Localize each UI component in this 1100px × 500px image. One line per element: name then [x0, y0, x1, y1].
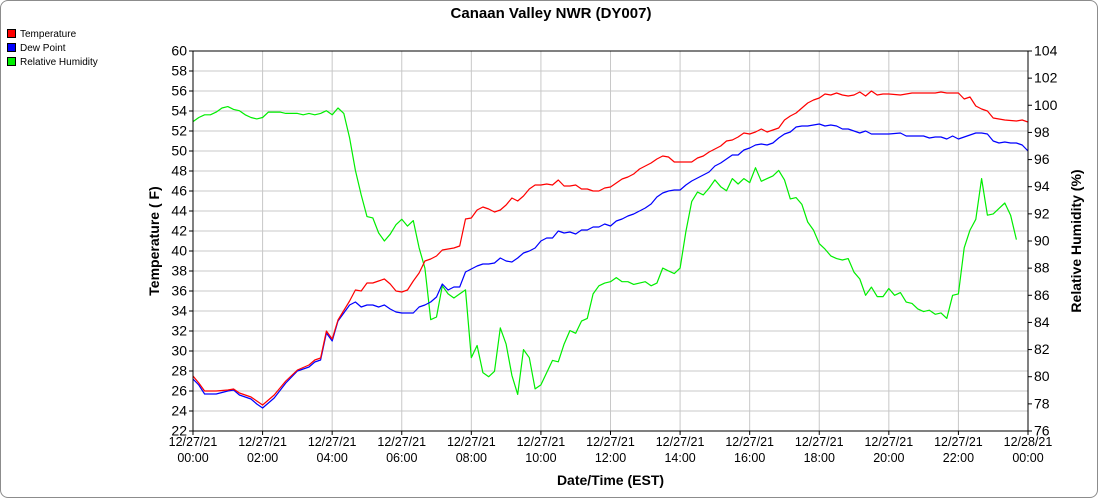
x-tick-time: 14:00 — [664, 451, 695, 465]
left-tick-label: 28 — [171, 363, 187, 379]
x-tick-time: 18:00 — [804, 451, 835, 465]
left-tick-label: 50 — [171, 143, 187, 159]
x-tick-date: 12/27/21 — [517, 435, 566, 449]
x-axis-label: Date/Time (EST) — [557, 472, 664, 488]
legend: Temperature Dew Point Relative Humidity — [7, 28, 98, 70]
left-tick-label: 46 — [171, 183, 187, 199]
legend-label-temperature: Temperature — [20, 29, 77, 40]
right-tick-label: 104 — [1034, 43, 1058, 59]
grid — [193, 51, 1028, 431]
right-tick-label: 80 — [1034, 368, 1050, 384]
x-tick-date: 12/28/21 — [1004, 435, 1053, 449]
x-tick-time: 20:00 — [873, 451, 904, 465]
right-tick-label: 90 — [1034, 233, 1050, 249]
x-tick-time: 00:00 — [177, 451, 208, 465]
legend-swatch-temperature — [7, 28, 16, 38]
chart-title: Canaan Valley NWR (DY007) — [450, 5, 652, 22]
left-tick-label: 34 — [171, 303, 187, 319]
right-tick-label: 94 — [1034, 178, 1050, 194]
left-tick-label: 52 — [171, 123, 187, 139]
left-tick-label: 54 — [171, 103, 187, 119]
left-tick-label: 36 — [171, 283, 187, 299]
x-tick-time: 06:00 — [386, 451, 417, 465]
series-layer — [193, 90, 1028, 409]
right-tick-label: 76 — [1034, 423, 1050, 439]
right-tick-label: 100 — [1034, 97, 1058, 113]
left-tick-label: 38 — [171, 263, 187, 279]
x-tick-date: 12/27/21 — [169, 435, 218, 449]
left-axis-label: Temperature ( F) — [146, 186, 162, 295]
x-tick-date: 12/27/21 — [795, 435, 844, 449]
right-tick-label: 78 — [1034, 395, 1050, 411]
legend-label-dew-point: Dew Point — [20, 43, 66, 54]
left-tick-label: 60 — [171, 43, 187, 59]
x-tick-time: 12:00 — [595, 451, 626, 465]
left-tick-label: 40 — [171, 243, 187, 259]
x-tick-date: 12/27/21 — [656, 435, 705, 449]
x-tick-time: 00:00 — [1012, 451, 1043, 465]
series-line-temperature — [193, 90, 1028, 406]
left-tick-label: 42 — [171, 223, 187, 239]
x-tick-date: 12/27/21 — [934, 435, 983, 449]
x-tick-date: 12/27/21 — [238, 435, 287, 449]
left-tick-label: 30 — [171, 343, 187, 359]
right-tick-label: 96 — [1034, 151, 1050, 167]
left-tick-label: 26 — [171, 383, 187, 399]
right-tick-label: 98 — [1034, 124, 1050, 140]
x-tick-time: 08:00 — [456, 451, 487, 465]
legend-swatch-dew-point — [7, 42, 16, 52]
right-tick-label: 88 — [1034, 260, 1050, 276]
x-tick-time: 16:00 — [734, 451, 765, 465]
x-axis: 12/27/21 00:00 12/27/21 02:00 12/27/21 04:00 1… — [169, 431, 1053, 465]
right-tick-label: 86 — [1034, 287, 1050, 303]
x-tick-date: 12/27/21 — [447, 435, 496, 449]
x-tick-time: 04:00 — [317, 451, 348, 465]
left-tick-label: 44 — [171, 203, 187, 219]
series-line-relative-humidity — [193, 105, 1017, 395]
legend-entry-dew-point: Dew Point — [7, 42, 98, 56]
x-tick-date: 12/27/21 — [725, 435, 774, 449]
legend-label-relative-humidity: Relative Humidity — [20, 57, 98, 68]
legend-entry-relative-humidity: Relative Humidity — [7, 56, 98, 70]
x-tick-time: 10:00 — [525, 451, 556, 465]
x-tick-date: 12/27/21 — [864, 435, 913, 449]
left-tick-label: 24 — [171, 403, 187, 419]
right-tick-label: 92 — [1034, 205, 1050, 221]
right-axis-label: Relative Humidity (%) — [1068, 169, 1084, 312]
right-tick-label: 84 — [1034, 314, 1050, 330]
left-tick-label: 22 — [171, 423, 187, 439]
left-tick-label: 32 — [171, 323, 187, 339]
x-tick-time: 22:00 — [943, 451, 974, 465]
x-tick-date: 12/27/21 — [377, 435, 426, 449]
left-tick-label: 48 — [171, 163, 187, 179]
right-axis: 76 78 80 82 84 86 88 90 92 94 96 98 100 102 104 — [1028, 43, 1058, 439]
legend-swatch-relative-humidity — [7, 56, 16, 66]
right-tick-label: 82 — [1034, 341, 1050, 357]
left-tick-label: 56 — [171, 83, 187, 99]
left-tick-label: 58 — [171, 63, 187, 79]
legend-entry-temperature: Temperature — [7, 28, 98, 42]
left-axis: 22 24 26 28 30 32 34 36 38 40 42 44 46 48 50 52 54 56 58 60 — [171, 43, 193, 439]
x-tick-time: 02:00 — [247, 451, 278, 465]
x-tick-date: 12/27/21 — [308, 435, 357, 449]
right-tick-label: 102 — [1034, 70, 1058, 86]
series-line-dew-point — [193, 123, 1028, 409]
x-tick-date: 12/27/21 — [586, 435, 635, 449]
